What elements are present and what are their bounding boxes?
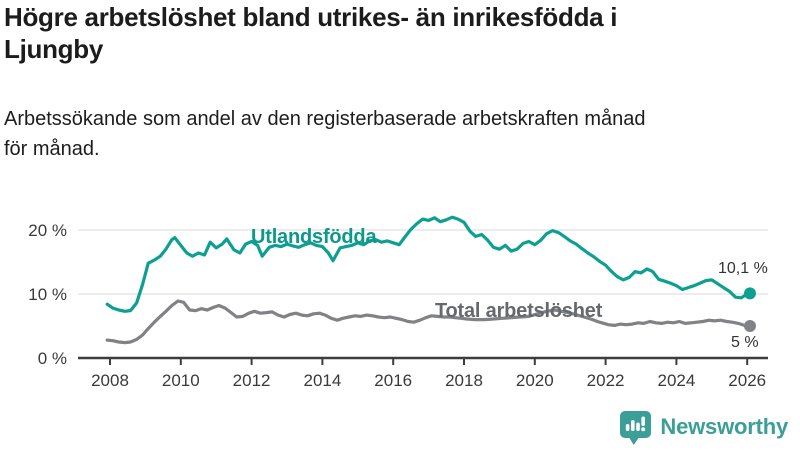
series-line-0 (105, 215, 752, 313)
chart-title: Högre arbetslöshet bland utrikes- än inr… (4, 2, 618, 64)
series-end-dot-1 (744, 320, 756, 332)
y-tick-label: 10 % (28, 285, 67, 304)
series-label-total-arbetsloshet: Total arbetslöshet (435, 300, 603, 322)
newsworthy-logo[interactable]: Newsworthy (620, 411, 788, 446)
y-tick-label: 0 % (38, 349, 67, 368)
end-value-label-total: 5 % (731, 334, 759, 351)
series-line-1 (105, 299, 752, 345)
series-label-utlandsfodda: Utlandsfödda (251, 226, 377, 248)
chart-subtitle: Arbetssökande som andel av den registerb… (4, 108, 646, 160)
x-tick-label: 2012 (233, 371, 271, 390)
x-tick-label: 2010 (162, 371, 200, 390)
x-tick-label: 2024 (657, 371, 695, 390)
brand-name: Newsworthy (660, 414, 788, 439)
x-tick-label: 2016 (374, 371, 412, 390)
x-tick-label: 2022 (587, 371, 625, 390)
end-value-label-utlandsfodda: 10,1 % (718, 260, 768, 277)
x-tick-label: 2020 (516, 371, 554, 390)
x-tick-label: 2018 (445, 371, 483, 390)
y-tick-label: 20 % (28, 221, 67, 240)
x-tick-label: 2026 (728, 371, 766, 390)
x-tick-label: 2014 (303, 371, 341, 390)
series-end-dot-0 (744, 287, 756, 300)
newsworthy-icon (620, 411, 652, 446)
x-tick-label: 2008 (91, 371, 129, 390)
